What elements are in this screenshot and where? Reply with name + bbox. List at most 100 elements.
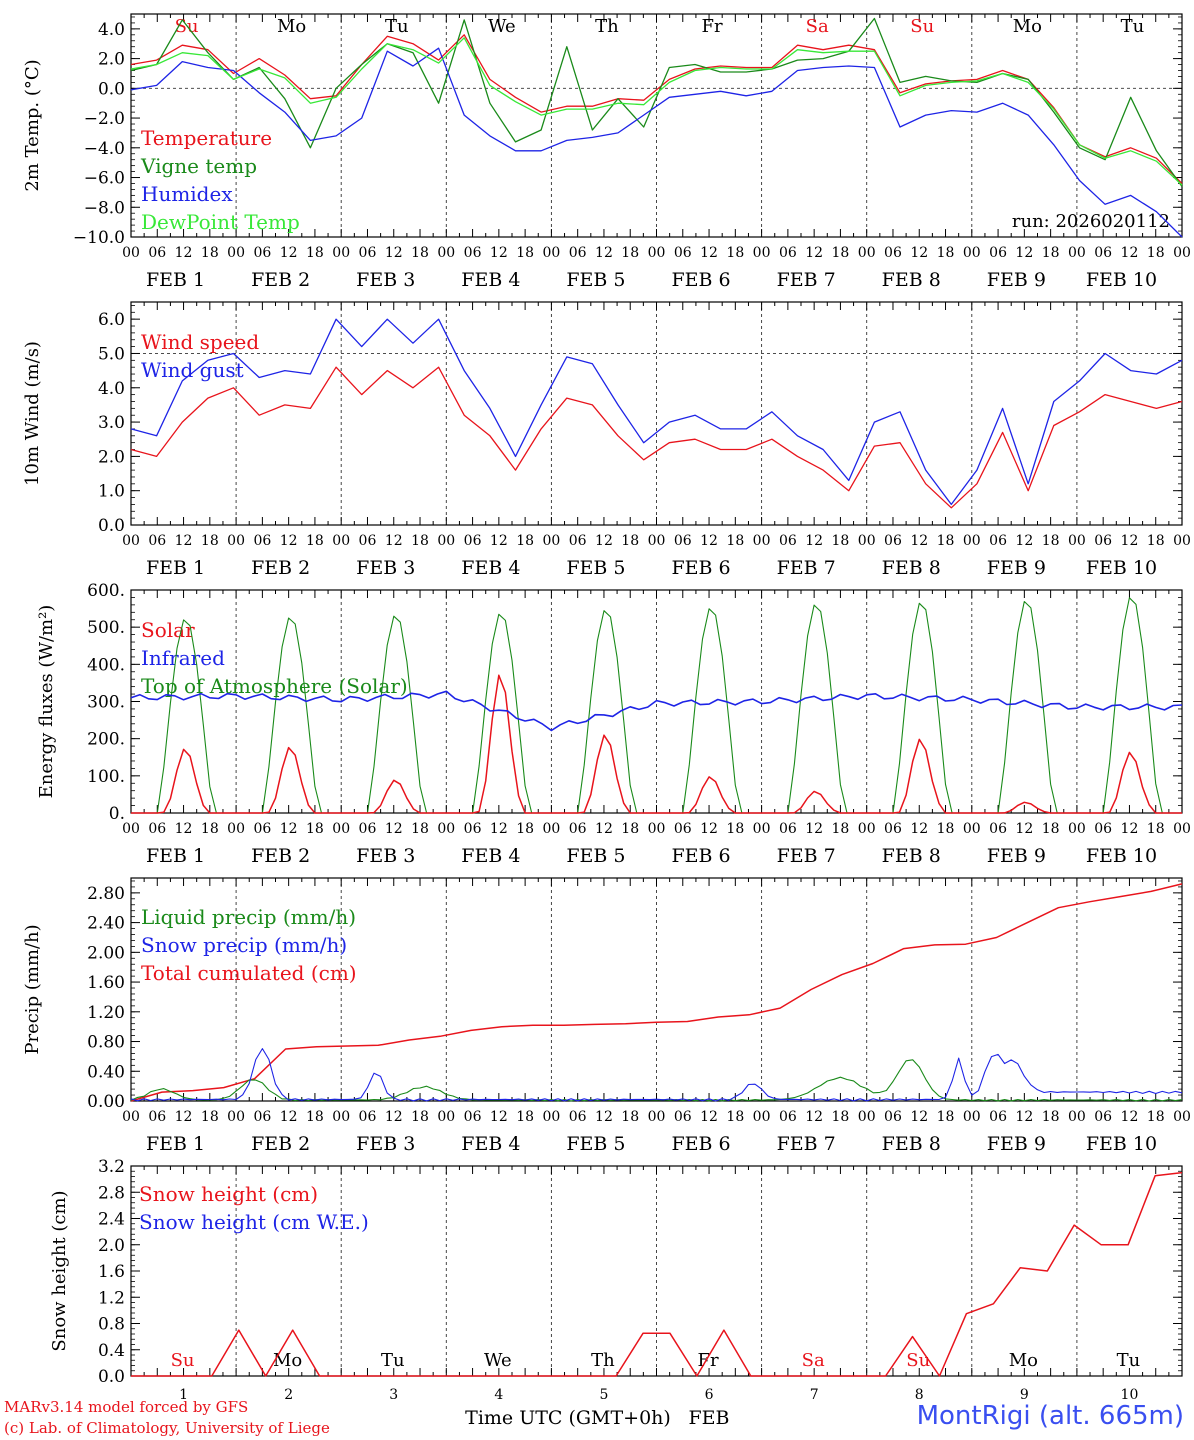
- hour-tick-label: 12: [280, 245, 298, 261]
- hour-tick-label: 18: [726, 821, 744, 837]
- hour-tick-label: 00: [1173, 533, 1191, 549]
- hour-tick-label: 12: [700, 821, 718, 837]
- hour-tick-label: 00: [1068, 245, 1086, 261]
- y-tick-label: 0.0: [98, 79, 125, 99]
- y-tick-label: 400.: [87, 655, 125, 675]
- day-number-label: 4: [494, 1387, 503, 1403]
- hour-tick-label: 18: [411, 821, 429, 837]
- hour-tick-label: 18: [516, 821, 534, 837]
- hour-tick-label: 06: [569, 1109, 587, 1125]
- day-number-label: 8: [915, 1387, 924, 1403]
- hour-tick-label: 00: [753, 821, 771, 837]
- hour-tick-label: 18: [726, 1109, 744, 1125]
- day-name-label: Fr: [698, 1350, 719, 1371]
- hour-tick-label: 00: [648, 1109, 666, 1125]
- date-label: FEB 5: [566, 1133, 625, 1155]
- hour-tick-label: 12: [490, 1109, 508, 1125]
- model-credit: MARv3.14 model forced by GFS: [4, 1398, 249, 1416]
- hour-tick-label: 00: [437, 821, 455, 837]
- hour-tick-label: 18: [621, 1109, 639, 1125]
- day-name-label: Sa: [802, 1350, 825, 1371]
- legend-entry: Wind speed: [141, 330, 259, 354]
- date-label: FEB 2: [251, 557, 310, 579]
- y-tick-label: −4.0: [84, 139, 125, 159]
- hour-tick-label: 06: [359, 1109, 377, 1125]
- date-label: FEB 7: [777, 269, 836, 291]
- y-tick-label: 3.2: [98, 1157, 125, 1177]
- hour-tick-label: 12: [1121, 821, 1139, 837]
- day-number-label: 6: [705, 1387, 714, 1403]
- y-axis-label: 10m Wind (m/s): [22, 341, 43, 486]
- hour-tick-label: 12: [1015, 821, 1033, 837]
- hour-tick-label: 12: [1121, 1109, 1139, 1125]
- hour-tick-label: 00: [1068, 821, 1086, 837]
- legend-entry: Infrared: [141, 646, 225, 670]
- y-tick-label: 2.8: [98, 1183, 125, 1203]
- hour-tick-label: 12: [805, 245, 823, 261]
- panel-1: 4.0 2.0 0.0 −2.0 −4.0 −6.0 −8.0 −10.0 2m Temp. (…: [22, 13, 1191, 291]
- day-number-label: 5: [599, 1387, 608, 1403]
- hour-tick-label: 18: [937, 821, 955, 837]
- hour-tick-label: 00: [542, 245, 560, 261]
- date-label: FEB 10: [1086, 269, 1157, 291]
- y-tick-label: 300.: [87, 693, 125, 713]
- date-label: FEB 6: [671, 269, 730, 291]
- y-axis-label: Precip (mm/h): [22, 924, 43, 1054]
- y-tick-label: 0.8: [98, 1315, 125, 1335]
- panel-2: 6.0 5.0 4.0 3.0 2.0 1.0 0.0 10m Wind (m/s) 00 06 1…: [22, 301, 1191, 579]
- legend-entry: Snow height (cm W.E.): [139, 1210, 369, 1234]
- y-tick-label: −8.0: [84, 198, 125, 218]
- hour-tick-label: 12: [805, 533, 823, 549]
- y-tick-label: 2.0: [98, 447, 125, 467]
- hour-tick-label: 12: [595, 1109, 613, 1125]
- hour-tick-label: 12: [805, 1109, 823, 1125]
- day-number-label: 3: [389, 1387, 398, 1403]
- hour-tick-label: 06: [253, 245, 271, 261]
- hour-tick-label: 06: [779, 245, 797, 261]
- hour-tick-label: 06: [359, 533, 377, 549]
- hour-tick-label: 18: [516, 245, 534, 261]
- hour-tick-label: 12: [700, 533, 718, 549]
- plot-frame: [130, 13, 1183, 238]
- hour-tick-label: 18: [726, 245, 744, 261]
- hour-tick-label: 06: [464, 821, 482, 837]
- series-line: [130, 366, 1183, 509]
- hour-tick-label: 18: [1042, 821, 1060, 837]
- y-tick-label: 0.80: [87, 1033, 125, 1053]
- hour-tick-label: 06: [253, 821, 271, 837]
- hour-tick-label: 18: [621, 533, 639, 549]
- hour-tick-label: 06: [464, 1109, 482, 1125]
- hour-tick-label: 06: [464, 533, 482, 549]
- hour-tick-label: 00: [332, 245, 350, 261]
- legend-entry: Snow height (cm): [139, 1182, 318, 1206]
- legend-entry: Liquid precip (mm/h): [141, 905, 356, 929]
- y-tick-label: 2.0: [98, 50, 125, 70]
- date-label: FEB 8: [882, 557, 941, 579]
- series-line: [130, 34, 1183, 184]
- hour-tick-label: 18: [937, 245, 955, 261]
- hour-tick-label: 06: [989, 1109, 1007, 1125]
- y-tick-label: 5.0: [98, 344, 125, 364]
- hour-tick-label: 18: [306, 1109, 324, 1125]
- chart-panels: 4.0 2.0 0.0 −2.0 −4.0 −6.0 −8.0 −10.0 2m Temp. (…: [22, 13, 1191, 1429]
- hour-tick-label: 06: [779, 1109, 797, 1125]
- legend-entry: Vigne temp: [140, 154, 257, 178]
- hour-tick-label: 18: [516, 1109, 534, 1125]
- hour-tick-label: 18: [411, 245, 429, 261]
- legend-entry: Temperature: [141, 126, 272, 150]
- hour-tick-label: 00: [1173, 1109, 1191, 1125]
- hour-tick-label: 18: [1147, 1109, 1165, 1125]
- series-line: [131, 674, 1182, 814]
- hour-tick-label: 00: [122, 1109, 140, 1125]
- day-number-label: 2: [284, 1387, 293, 1403]
- hour-tick-label: 00: [437, 533, 455, 549]
- hour-tick-label: 00: [858, 821, 876, 837]
- hour-tick-label: 06: [253, 533, 271, 549]
- y-tick-label: 4.0: [98, 379, 125, 399]
- hour-tick-label: 18: [937, 1109, 955, 1125]
- hour-tick-label: 06: [253, 1109, 271, 1125]
- y-tick-label: −10.0: [73, 228, 125, 248]
- hour-tick-label: 00: [753, 245, 771, 261]
- y-tick-label: 1.6: [98, 1262, 125, 1282]
- hour-tick-label: 12: [1015, 1109, 1033, 1125]
